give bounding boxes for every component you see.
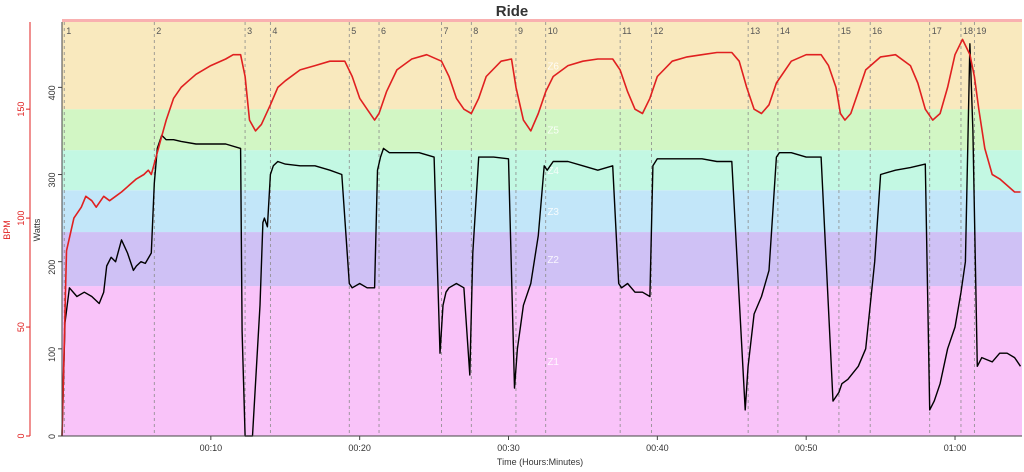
x-tick-label: 00:50 xyxy=(795,443,818,453)
zone-band xyxy=(62,22,1022,110)
bpm-series-line xyxy=(61,38,1021,437)
zone-band xyxy=(62,232,1022,287)
interval-label: 6 xyxy=(381,26,386,36)
axes-layer: 00:10 00:20 00:30 00:40 00:50 01:000100200300… xyxy=(2,22,1022,453)
x-tick-label: 00:20 xyxy=(348,443,371,453)
interval-label: 7 xyxy=(444,26,449,36)
bpm-tick-label: 0 xyxy=(16,433,26,438)
x-tick-label: 00:30 xyxy=(497,443,520,453)
watts-tick-label: 400 xyxy=(47,85,57,100)
interval-label: 13 xyxy=(750,26,760,36)
zone-label: Z4 xyxy=(547,166,559,177)
zones-layer: Z1 Z2 Z3 Z4 Z5 Z6 xyxy=(62,19,1022,436)
zone-label: Z2 xyxy=(547,255,559,266)
interval-label: 9 xyxy=(518,26,523,36)
series-layer xyxy=(61,38,1022,437)
watts-tick-label: 0 xyxy=(47,434,57,439)
interval-label: 19 xyxy=(976,26,986,36)
interval-label: 14 xyxy=(780,26,790,36)
zone-label: Z3 xyxy=(547,207,559,218)
interval-label: 18 xyxy=(963,26,973,36)
interval-label: 17 xyxy=(932,26,942,36)
x-tick-label: 00:10 xyxy=(200,443,223,453)
interval-label: 10 xyxy=(548,26,558,36)
interval-label: 11 xyxy=(622,26,631,36)
zone-label: Z5 xyxy=(547,126,559,137)
interval-label: 16 xyxy=(872,26,882,36)
zone-label: Z1 xyxy=(547,357,559,368)
x-tick-label: 01:00 xyxy=(944,443,967,453)
zone-label: Z6 xyxy=(547,62,559,73)
x-tick-label: 00:40 xyxy=(646,443,669,453)
watts-tick-label: 200 xyxy=(47,260,57,275)
interval-label: 5 xyxy=(351,26,356,36)
zone-band xyxy=(62,286,1022,436)
interval-label: 4 xyxy=(272,26,277,36)
zone-band xyxy=(62,109,1022,151)
interval-label: 1 xyxy=(66,26,71,36)
bpm-tick-label: 50 xyxy=(16,322,26,332)
watts-axis-title: Watts xyxy=(32,218,42,241)
interval-label: 2 xyxy=(156,26,161,36)
x-axis-label: Time (Hours:Minutes) xyxy=(497,457,583,467)
watts-series-line xyxy=(61,43,1022,437)
interval-label: 8 xyxy=(473,26,478,36)
watts-tick-label: 100 xyxy=(47,347,57,362)
bpm-axis-title: BPM xyxy=(2,220,12,240)
chart-title: Ride xyxy=(496,3,529,20)
interval-label: 12 xyxy=(653,26,663,36)
interval-label: 3 xyxy=(247,26,252,36)
bpm-tick-label: 150 xyxy=(16,102,26,117)
bpm-tick-label: 100 xyxy=(16,211,26,226)
interval-label: 15 xyxy=(841,26,851,36)
watts-tick-label: 300 xyxy=(47,173,57,188)
top-zone-strip xyxy=(62,19,1022,22)
